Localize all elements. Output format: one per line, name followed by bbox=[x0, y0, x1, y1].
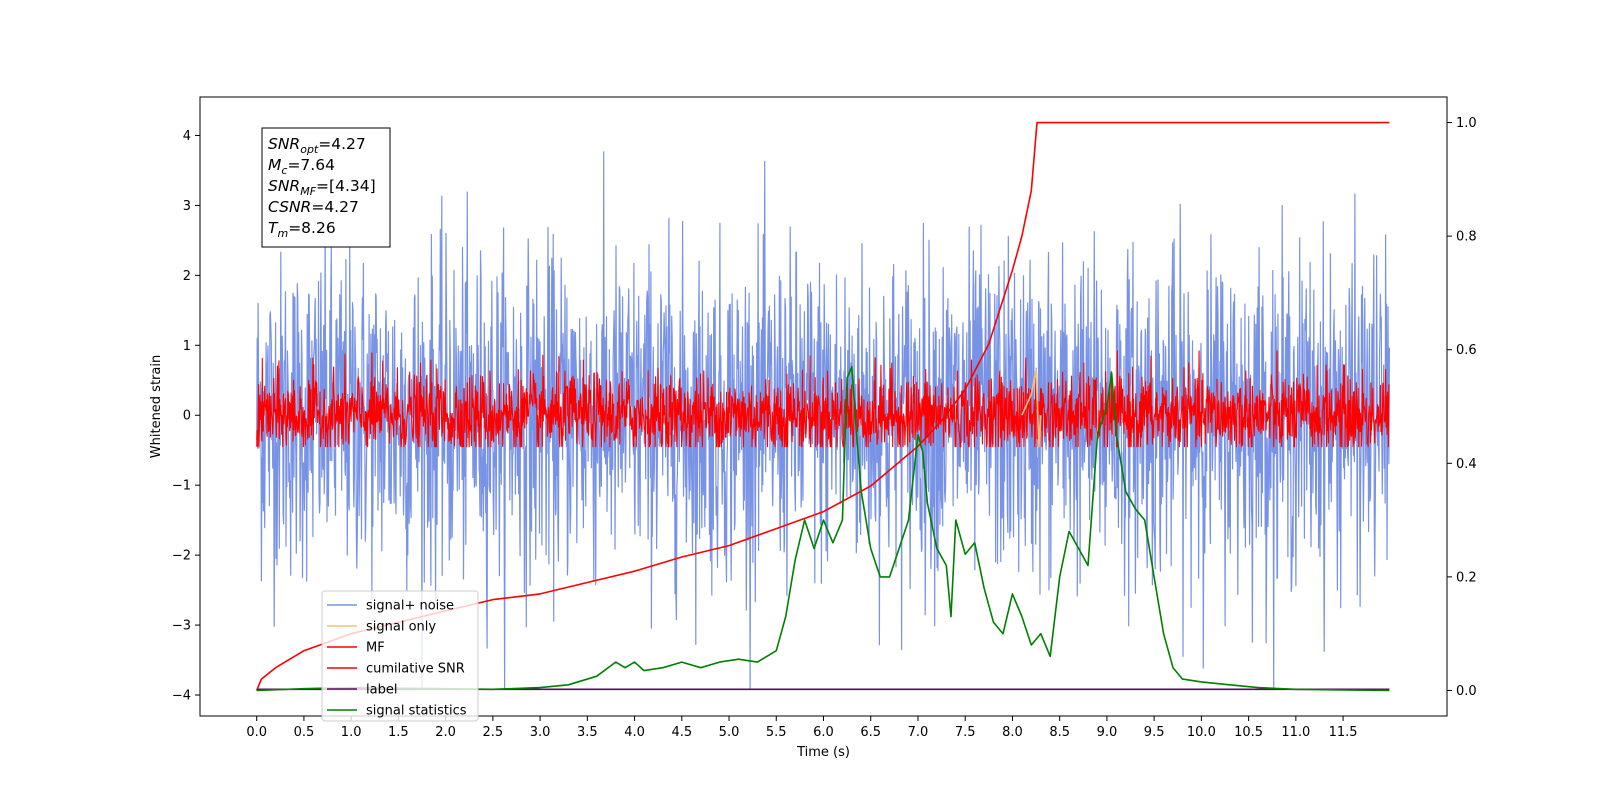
y-tick-label: −1 bbox=[172, 479, 191, 494]
annotation-frame bbox=[261, 127, 391, 248]
x-tick-label: 10.0 bbox=[1187, 725, 1216, 740]
x-tick-label: 1.0 bbox=[341, 725, 362, 740]
y-tick-label: −4 bbox=[172, 689, 191, 704]
y2-tick-label: 0.6 bbox=[1456, 343, 1477, 358]
x-tick-label: 9.5 bbox=[1144, 725, 1165, 740]
legend-label: label bbox=[366, 683, 397, 698]
annotation-subscript: c bbox=[281, 164, 287, 177]
y-tick-label: 0 bbox=[183, 409, 191, 424]
y2-tick-label: 0.0 bbox=[1456, 684, 1477, 699]
y2-tick-label: 0.4 bbox=[1456, 457, 1477, 472]
y2-tick-label: 0.2 bbox=[1456, 570, 1477, 585]
x-tick-label: 11.5 bbox=[1329, 725, 1358, 740]
annotation-line: Tm=8.26 bbox=[268, 219, 336, 240]
y2-tick-label: 0.8 bbox=[1456, 230, 1477, 245]
legend: signal+ noise signal only MF cumilative SNR… bbox=[321, 590, 479, 722]
x-tick-label: 0.5 bbox=[294, 725, 315, 740]
annotation-line: SNRopt=4.27 bbox=[268, 135, 366, 156]
legend-frame bbox=[321, 590, 479, 722]
annotation-box: SNRopt=4.27Mc=7.64SNRMF=[4.34]CSNR=4.27T… bbox=[261, 127, 391, 248]
x-tick-label: 3.0 bbox=[530, 725, 551, 740]
x-tick-label: 9.0 bbox=[1097, 725, 1118, 740]
x-tick-label: 10.5 bbox=[1234, 725, 1263, 740]
x-tick-label: 8.0 bbox=[1002, 725, 1023, 740]
series-mf bbox=[256, 350, 1390, 448]
x-tick-label: 2.5 bbox=[483, 725, 504, 740]
legend-label: MF bbox=[366, 641, 385, 656]
y-axis-label: Whitened strain bbox=[149, 355, 164, 458]
x-tick-label: 4.5 bbox=[671, 725, 692, 740]
annotation-symbol: SNR bbox=[268, 177, 300, 195]
annotation-symbol: T bbox=[268, 219, 279, 237]
x-tick-label: 6.0 bbox=[813, 725, 834, 740]
legend-label: signal statistics bbox=[366, 704, 467, 719]
x-axis-label: Time (s) bbox=[796, 745, 850, 760]
y-tick-label: 4 bbox=[183, 129, 191, 144]
annotation-value: =7.64 bbox=[287, 156, 335, 174]
annotation-value: =4.27 bbox=[318, 135, 366, 153]
x-tick-label: 7.0 bbox=[908, 725, 929, 740]
annotation-line: SNRMF=[4.34] bbox=[268, 177, 376, 198]
annotation-value: =[4.34] bbox=[316, 177, 376, 195]
axes-layer: 0.0 0.5 1.0 1.5 2.0 2.5 3.0 3.5 4.0 4.5 5.0 5.5 6.0 6… bbox=[149, 96, 1477, 760]
x-tick-label: 8.5 bbox=[1049, 725, 1070, 740]
series-signal-only bbox=[1021, 369, 1042, 448]
x-tick-label: 3.5 bbox=[577, 725, 598, 740]
y-tick-label: −3 bbox=[172, 619, 191, 634]
x-tick-label: 6.5 bbox=[860, 725, 881, 740]
x-tick-label: 11.0 bbox=[1281, 725, 1310, 740]
y-tick-label: −2 bbox=[172, 549, 191, 564]
y-tick-label: 1 bbox=[183, 339, 191, 354]
legend-label: signal+ noise bbox=[366, 599, 454, 614]
series-signal-statistics bbox=[256, 365, 1390, 692]
annotation-symbol: SNR bbox=[268, 135, 300, 153]
annotation-subscript: m bbox=[277, 227, 288, 240]
annotation-value: =8.26 bbox=[288, 219, 336, 237]
annotation-symbol: M bbox=[268, 156, 281, 174]
annotation-line: CSNR=4.27 bbox=[268, 198, 359, 216]
y2-tick-label: 1.0 bbox=[1456, 116, 1477, 131]
annotation-subscript: MF bbox=[300, 185, 316, 198]
y-tick-label: 2 bbox=[183, 269, 191, 284]
annotation-symbol: CSNR bbox=[268, 198, 311, 216]
annotation-line: Mc=7.64 bbox=[268, 156, 335, 177]
x-tick-label: 4.0 bbox=[624, 725, 645, 740]
x-tick-label: 5.0 bbox=[719, 725, 740, 740]
x-tick-label: 0.0 bbox=[246, 725, 267, 740]
x-tick-label: 5.5 bbox=[766, 725, 787, 740]
annotation-value: =4.27 bbox=[311, 198, 359, 216]
x-tick-label: 1.5 bbox=[388, 725, 409, 740]
x-tick-label: 7.5 bbox=[955, 725, 976, 740]
y-tick-label: 3 bbox=[183, 199, 191, 214]
x-tick-label: 2.0 bbox=[435, 725, 456, 740]
annotation-subscript: opt bbox=[300, 143, 319, 156]
legend-label: signal only bbox=[366, 620, 436, 635]
legend-label: cumilative SNR bbox=[366, 662, 465, 677]
